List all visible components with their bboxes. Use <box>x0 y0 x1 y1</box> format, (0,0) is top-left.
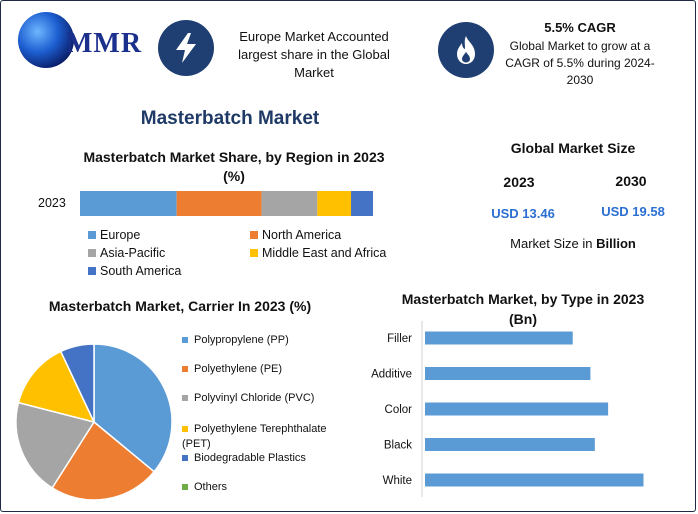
legend-swatch <box>182 484 188 490</box>
legend-item-biodegradable: Biodegradable Plastics <box>182 452 306 464</box>
carrier-pie-chart <box>15 343 173 501</box>
legend-item-asia-pacific: Asia-Pacific <box>88 246 165 260</box>
type-bar-2 <box>425 402 609 416</box>
legend-label: South America <box>100 264 182 278</box>
legend-label: Polypropylene (PP) <box>194 334 289 346</box>
unit-prefix: Market Size in <box>510 236 597 251</box>
legend-label: Asia-Pacific <box>100 246 166 260</box>
pie-slice-4 <box>59 343 95 423</box>
legend-swatch <box>182 337 188 343</box>
legend-label: Europe <box>100 228 141 242</box>
pie-slice-0 <box>93 343 173 473</box>
legend-swatch <box>182 455 188 461</box>
legend-label: Biodegradable Plastics <box>194 452 306 464</box>
legend-item-mea: Middle East and Africa <box>250 246 386 260</box>
region-chart-title: Masterbatch Market Share, by Region in 2… <box>83 149 385 184</box>
carrier-chart-title: Masterbatch Market, Carrier In 2023 (%) <box>48 298 312 314</box>
type-category-label-2: Color <box>385 404 413 416</box>
globe-logo-icon <box>18 12 74 68</box>
legend-item-pvc: Polyvinyl Chloride (PVC) <box>182 392 314 404</box>
legend-label: Polyvinyl Chloride (PVC) <box>194 392 315 404</box>
cagr-text: Global Market to grow at a CAGR of 5.5% … <box>505 39 655 87</box>
market-value-2023: USD 13.46 <box>491 206 555 221</box>
europe-share-text: Europe Market Accounted largest share in… <box>238 29 390 80</box>
region-bar-segment-3 <box>317 191 352 216</box>
legend-item-others: Others <box>182 481 227 493</box>
type-category-label-4: White <box>383 475 412 487</box>
market-year-2030: 2030 <box>615 173 647 189</box>
type-bar-0 <box>425 331 573 345</box>
pie-slice-2 <box>15 401 96 489</box>
type-category-label-0: Filler <box>387 333 412 345</box>
logo-text: MMR <box>66 28 143 59</box>
legend-item-south-america: South America <box>88 264 181 278</box>
legend-swatch <box>182 426 188 433</box>
pie-slice-3 <box>17 350 96 424</box>
legend-swatch <box>182 395 188 401</box>
region-bar-segment-0 <box>80 191 177 216</box>
legend-label: Polyethylene (PE) <box>194 363 283 375</box>
legend-label: Middle East and Africa <box>262 246 387 260</box>
legend-label: Others <box>194 481 228 493</box>
type-bar-3 <box>425 438 595 451</box>
market-year-2023: 2023 <box>503 174 535 190</box>
region-bar-segment-1 <box>176 191 262 216</box>
legend-item-pet: Polyethylene Terephthalate (PET) <box>182 422 352 452</box>
unit-bold: Billion <box>596 236 636 251</box>
legend-swatch <box>88 267 96 275</box>
type-category-label-3: Black <box>384 440 412 452</box>
legend-item-europe: Europe <box>88 228 140 242</box>
page-title: Masterbatch Market <box>140 108 320 129</box>
type-bar-4 <box>425 473 644 487</box>
region-bar-segment-4 <box>351 191 373 216</box>
market-size-unit: Market Size in Billion <box>478 236 668 251</box>
legend-item-north-america: North America <box>250 228 341 242</box>
legend-item-pe: Polyethylene (PE) <box>182 363 282 375</box>
legend-swatch <box>250 231 258 239</box>
legend-swatch <box>88 231 96 239</box>
legend-item-pp: Polypropylene (PP) <box>182 334 289 346</box>
market-size-title: Global Market Size <box>510 140 636 156</box>
legend-label: North America <box>262 228 342 242</box>
pie-slice-1 <box>51 420 156 501</box>
legend-swatch <box>88 249 96 257</box>
type-bar-1 <box>425 367 591 380</box>
lightning-icon <box>158 20 214 76</box>
market-value-2030: USD 19.58 <box>601 204 665 219</box>
legend-swatch <box>182 366 188 372</box>
region-bar-segment-2 <box>261 191 318 216</box>
flame-icon <box>438 22 494 78</box>
legend-label: Polyethylene Terephthalate (PET) <box>182 423 327 450</box>
type-category-label-1: Additive <box>371 369 412 381</box>
region-category-label: 2023 <box>38 196 66 210</box>
cagr-title: 5.5% CAGR <box>544 20 616 35</box>
type-chart-title: Masterbatch Market, by Type in 2023 (Bn) <box>401 291 645 327</box>
legend-swatch <box>250 249 258 257</box>
